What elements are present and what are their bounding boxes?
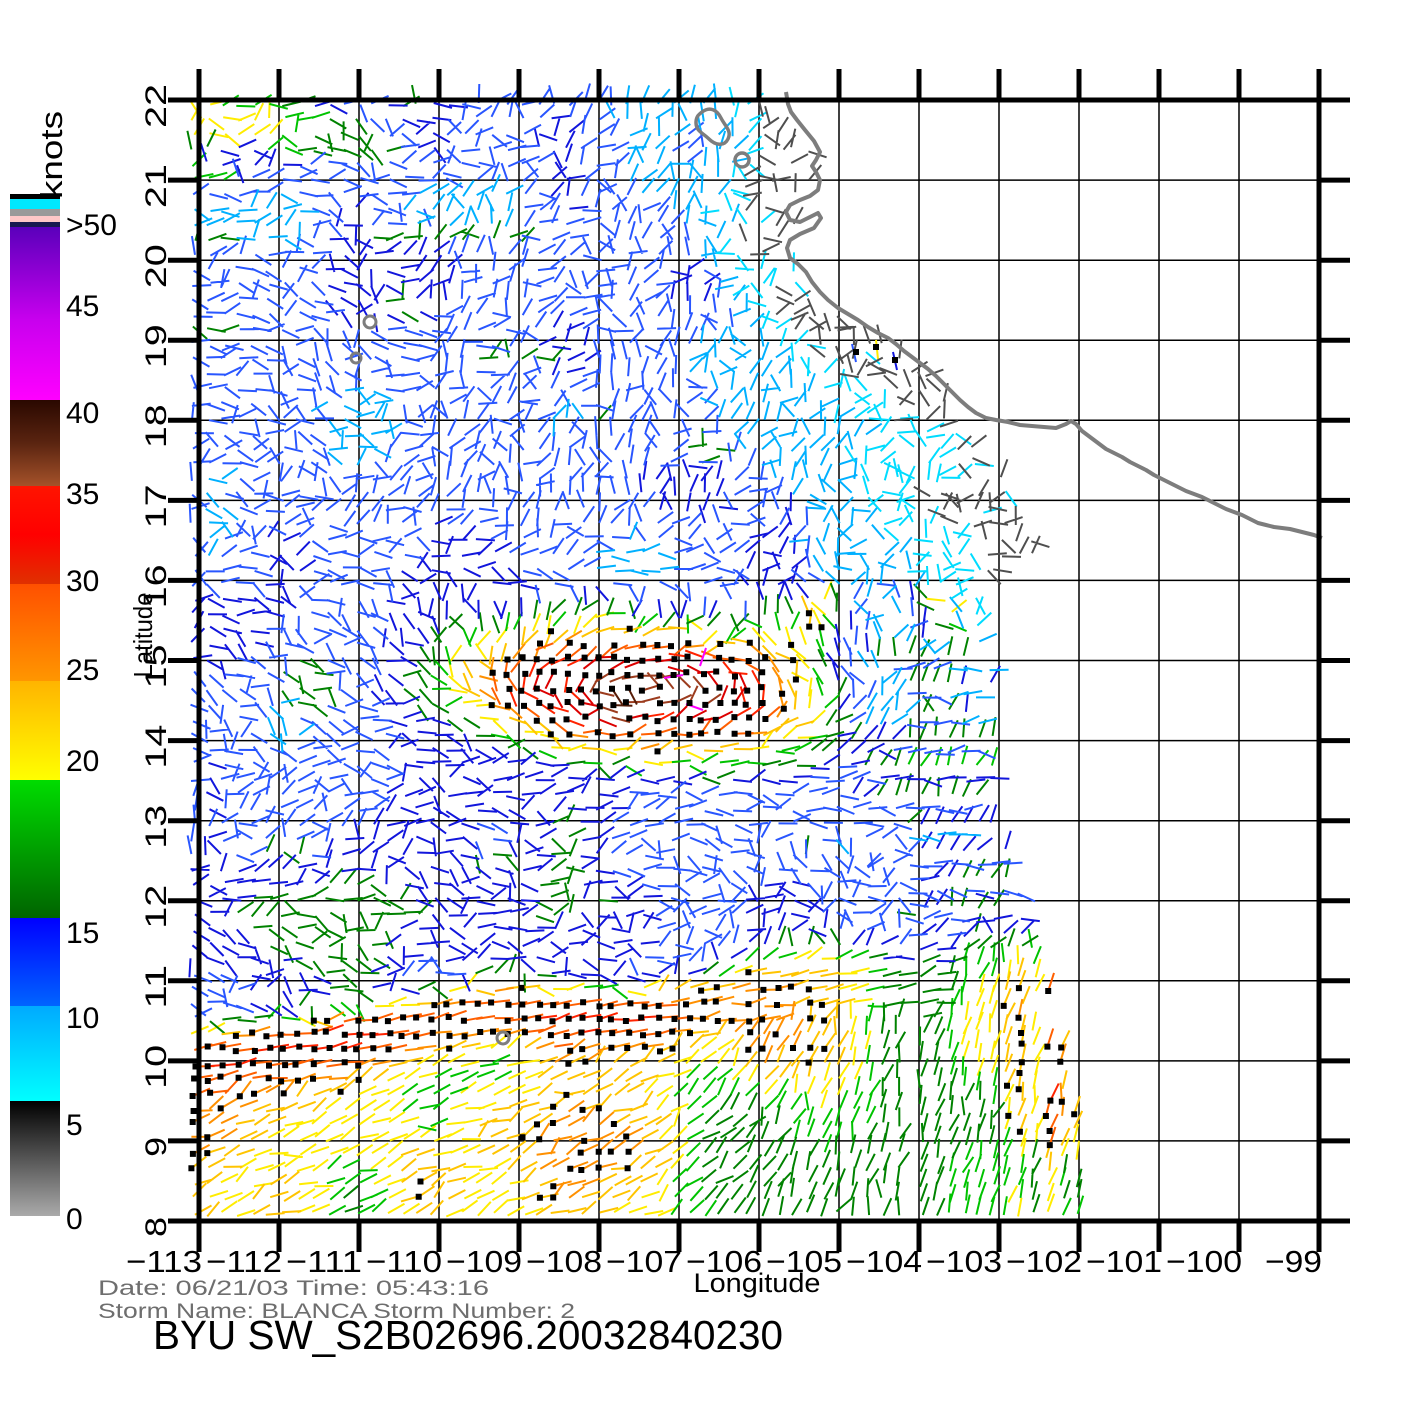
svg-text:21: 21 <box>140 164 173 208</box>
svg-text:9: 9 <box>140 1137 173 1157</box>
svg-text:−101: −101 <box>1086 1244 1162 1279</box>
svg-text:19: 19 <box>140 324 173 368</box>
svg-text:13: 13 <box>140 805 173 849</box>
svg-text:14: 14 <box>140 725 173 769</box>
svg-text:35: 35 <box>66 478 99 511</box>
svg-text:40: 40 <box>66 397 99 430</box>
svg-text:18: 18 <box>140 404 173 448</box>
svg-text:22: 22 <box>140 84 173 128</box>
svg-text:10: 10 <box>66 1002 99 1035</box>
svg-text:−112: −112 <box>206 1244 282 1279</box>
svg-text:−104: −104 <box>846 1244 922 1279</box>
svg-text:5: 5 <box>66 1109 83 1142</box>
svg-text:20: 20 <box>66 745 99 778</box>
svg-text:Longitude: Longitude <box>694 1268 821 1298</box>
svg-text:45: 45 <box>66 290 99 323</box>
svg-text:25: 25 <box>66 654 99 687</box>
svg-text:11: 11 <box>140 965 173 1009</box>
svg-text:Latitude: Latitude <box>128 593 158 678</box>
svg-text:−107: −107 <box>606 1244 682 1279</box>
svg-text:Date: 06/21/03 Time: 05:43:1: Date: 06/21/03 Time: 05:43:16 <box>98 1277 489 1300</box>
svg-text:Storm Name: BLANCA Storm Num: Storm Name: BLANCA Storm Number: 2 <box>98 1300 575 1323</box>
svg-text:12: 12 <box>140 885 173 929</box>
svg-text:−111: −111 <box>286 1244 362 1279</box>
svg-text:30: 30 <box>66 565 99 598</box>
svg-text:15: 15 <box>140 645 173 689</box>
svg-text:−100: −100 <box>1166 1244 1242 1279</box>
svg-text:−110: −110 <box>366 1244 442 1279</box>
svg-text:0: 0 <box>66 1203 83 1236</box>
svg-text:16: 16 <box>140 564 173 608</box>
svg-text:8: 8 <box>140 1217 173 1237</box>
svg-text:−99: −99 <box>1265 1244 1322 1279</box>
svg-text:−113: −113 <box>126 1244 202 1279</box>
svg-text:20: 20 <box>140 244 173 288</box>
svg-text:−105: −105 <box>766 1244 842 1279</box>
svg-text:−102: −102 <box>1006 1244 1082 1279</box>
svg-text:10: 10 <box>140 1045 173 1089</box>
svg-text:−108: −108 <box>526 1244 602 1279</box>
svg-text:15: 15 <box>66 917 99 950</box>
svg-text:−106: −106 <box>686 1244 762 1279</box>
svg-text:17: 17 <box>140 484 173 528</box>
svg-text:−103: −103 <box>926 1244 1002 1279</box>
svg-text:>50: >50 <box>66 209 117 242</box>
svg-text:knots: knots <box>34 111 69 199</box>
svg-text:−109: −109 <box>446 1244 522 1279</box>
svg-text:BYU SW_S2B02696.20032840230: BYU SW_S2B02696.20032840230 <box>153 1312 783 1358</box>
